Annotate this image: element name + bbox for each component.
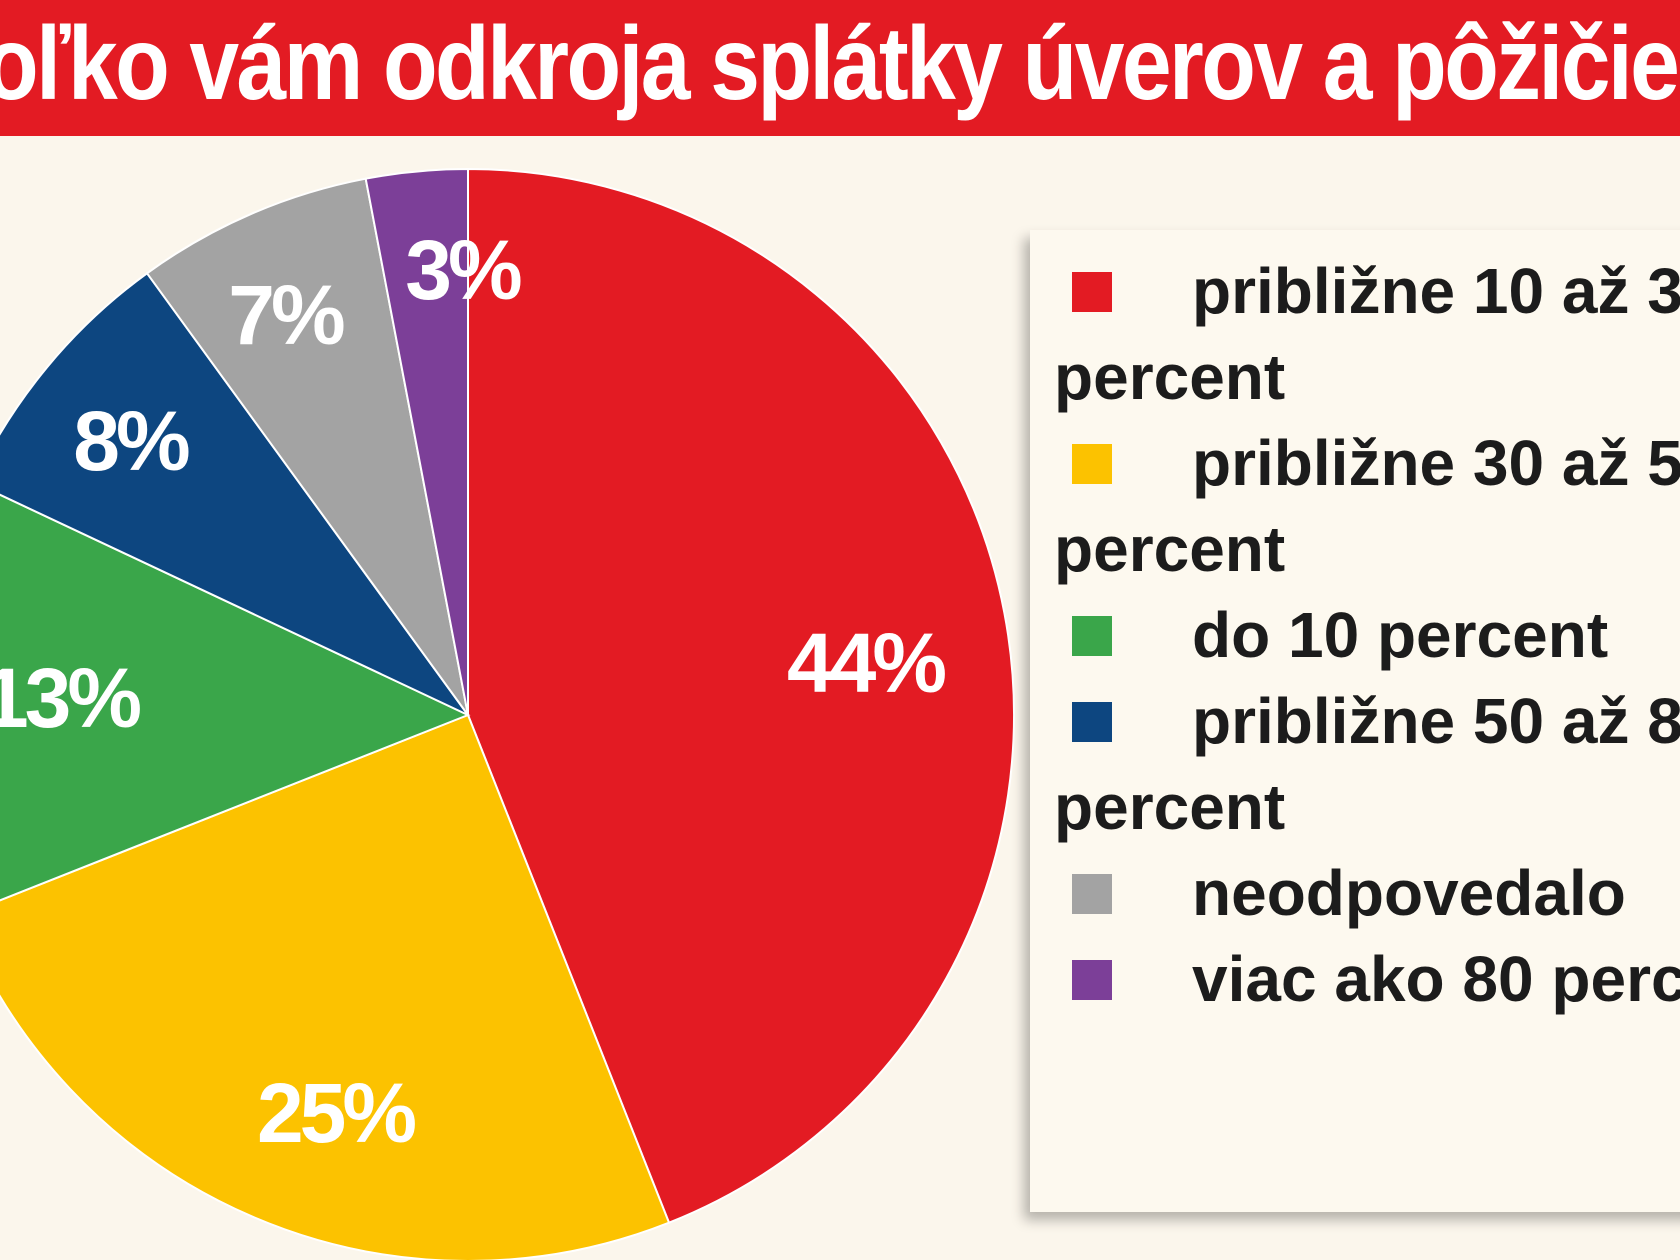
- pie-slice: [467, 167, 1015, 1224]
- legend-label: približne 30 až 50 percent: [1054, 427, 1680, 585]
- legend-label: približne 10 až 30 percent: [1054, 255, 1680, 413]
- chart-title: Koľko vám odkroja splátky úverov a pôžič…: [0, 6, 1680, 122]
- legend-item: približne 10 až 30 percent: [1030, 248, 1680, 420]
- legend-item: neodpovedalo: [1030, 850, 1680, 936]
- legend-label: neodpovedalo: [1192, 857, 1626, 929]
- title-bar: Koľko vám odkroja splátky úverov a pôžič…: [0, 0, 1680, 136]
- pie-chart: 44% 25% 13% 8% 7% 3%: [0, 167, 1015, 1260]
- legend-item: viac ako 80 percent: [1030, 936, 1680, 1022]
- slice-value-label: 25%: [257, 1066, 415, 1160]
- legend-swatch: [1072, 444, 1112, 484]
- legend-item: do 10 percent: [1030, 592, 1680, 678]
- slice-value-label: 8%: [73, 394, 189, 488]
- slice-value-label: 3%: [405, 223, 521, 317]
- slice-value-label: 44%: [787, 616, 945, 710]
- pie-slice: [0, 493, 471, 902]
- legend-swatch: [1072, 272, 1112, 312]
- legend-swatch: [1072, 874, 1112, 914]
- legend-list: približne 10 až 30 percent približne 30 a…: [1030, 248, 1680, 1022]
- legend-swatch: [1072, 616, 1112, 656]
- pie-slice: [0, 271, 469, 716]
- legend-item: približne 50 až 80 percent: [1030, 678, 1680, 850]
- pie-slice: [0, 713, 671, 1260]
- pie-slice: [145, 177, 469, 716]
- legend: približne 10 až 30 percent približne 30 a…: [1030, 230, 1680, 1212]
- legend-item: približne 30 až 50 percent: [1030, 420, 1680, 592]
- legend-swatch: [1072, 960, 1112, 1000]
- pie-slice: [364, 167, 469, 716]
- legend-swatch: [1072, 702, 1112, 742]
- legend-label: do 10 percent: [1192, 599, 1609, 671]
- slice-value-label: 7%: [228, 268, 344, 362]
- slice-value-label: 13%: [0, 651, 140, 745]
- legend-label: približne 50 až 80 percent: [1054, 685, 1680, 843]
- legend-label: viac ako 80 percent: [1192, 943, 1680, 1015]
